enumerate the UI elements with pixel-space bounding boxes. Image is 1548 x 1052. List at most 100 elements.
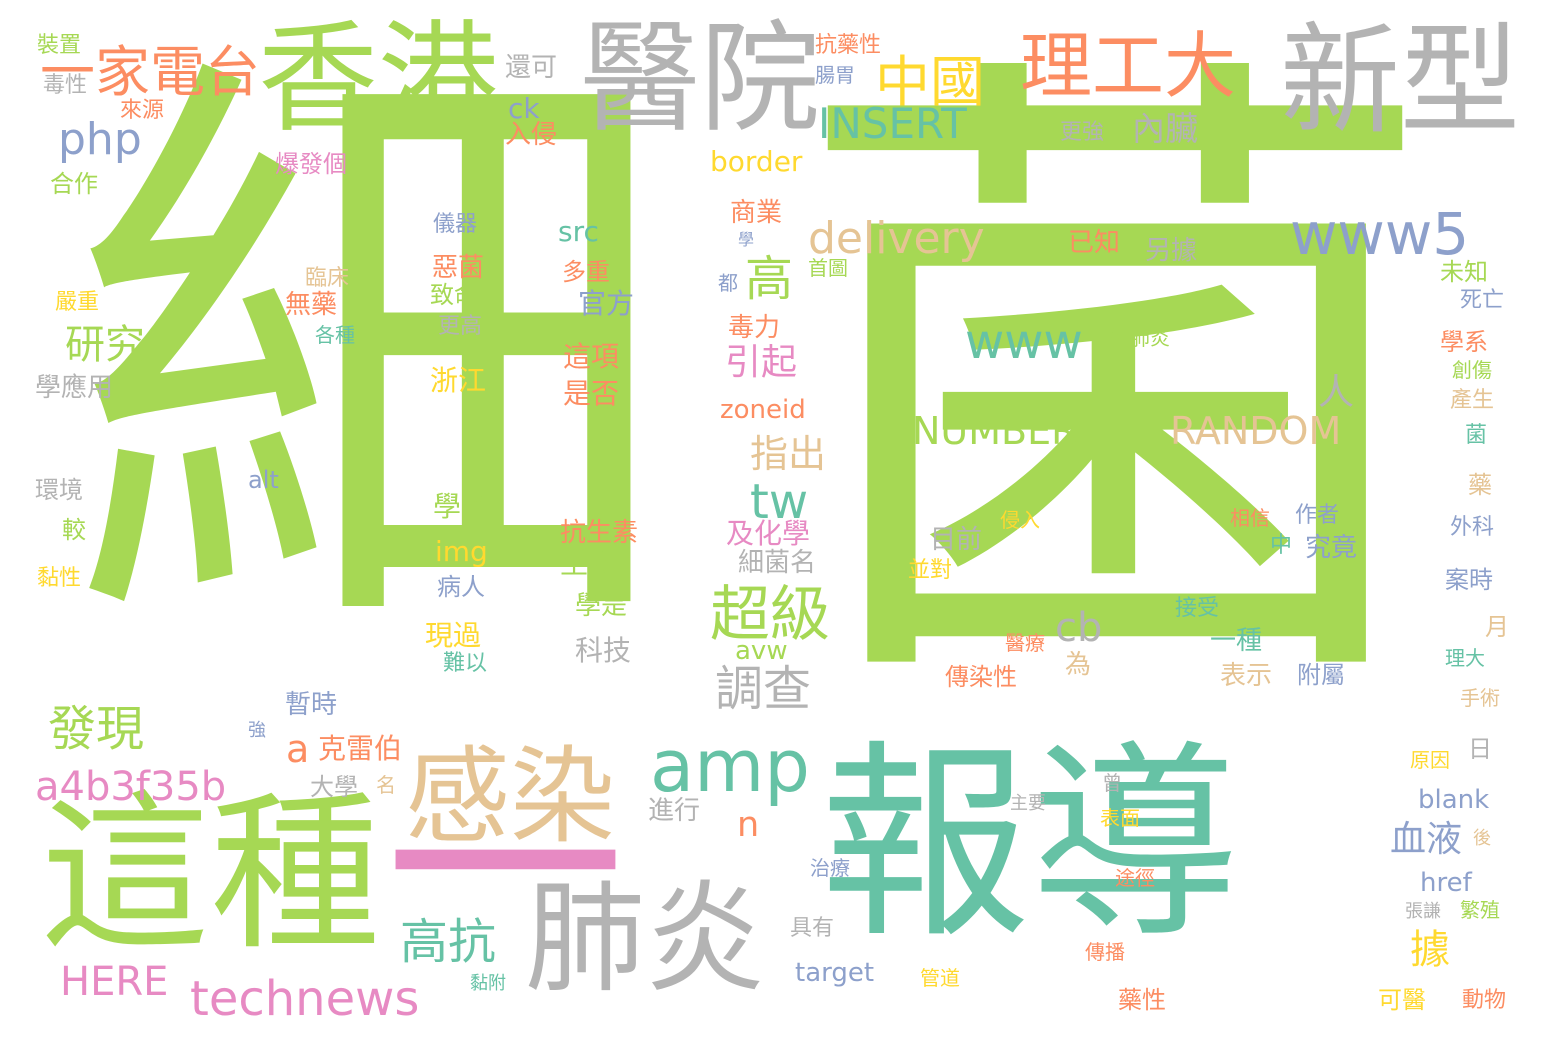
cloud-word: 裝置 [37,33,82,58]
cloud-word: 日 [1468,735,1492,763]
cloud-word: 學應用 [35,373,114,403]
cloud-word: href [1420,868,1472,898]
cloud-word: 主要 [1010,793,1046,814]
cloud-word: 未知 [1440,258,1488,286]
cloud-word: 來源 [120,98,165,123]
cloud-word: 出 [604,484,633,517]
cloud-word: avw [735,636,788,666]
cloud-word: 學是 [575,591,628,621]
cloud-word: 內臟 [1132,109,1198,148]
cloud-word: 繁殖 [1460,898,1500,922]
cloud-word: 目前 [930,525,983,555]
cloud-word: 發現 [48,701,145,757]
cloud-word: 菌 [1465,423,1488,448]
cloud-word: 新型 [1280,12,1520,151]
cloud-word: 暫時 [285,690,338,720]
cloud-word: 具有 [790,916,835,941]
cloud-word: 產生 [1450,388,1495,413]
cloud-word: RANDOM [1170,409,1342,453]
cloud-word: 動物 [1462,988,1507,1013]
cloud-word: php [58,114,142,165]
cloud-word: 合作 [50,170,98,198]
cloud-word: 為 [1065,650,1092,680]
cloud-word: 菌 [790,7,1440,763]
cloud-word: border [710,145,803,178]
cloud-word: 張謙 [1405,901,1441,922]
cloud-word: 商業 [730,198,783,228]
cloud-word: 名 [376,773,396,797]
cloud-word: 學 [738,230,755,249]
cloud-word: 科技 [575,634,632,667]
cloud-word: 生物 [560,547,617,580]
cloud-word: 並對 [908,558,953,583]
cloud-word: 附屬 [1297,661,1345,689]
cloud-word: alt [248,466,279,494]
cloud-word: 克雷伯 [318,732,403,765]
cloud-word: 學者 [433,490,490,523]
cloud-word: 官方 [578,287,635,320]
cloud-word: 侵入 [1000,508,1040,532]
cloud-word: target [795,958,875,988]
cloud-word: 細 [70,10,670,709]
cloud-word: 更強 [1060,120,1105,145]
cloud-word: delivery [808,213,985,264]
cloud-word: 醫院 [580,10,820,149]
cloud-word: 接受 [1175,596,1220,621]
cloud-word: 較 [62,516,86,544]
cloud-word: 性肺炎 [1110,326,1170,350]
cloud-word: 都 [718,271,738,295]
cloud-word: 外科 [1450,515,1495,540]
cloud-word: 感染 [405,736,616,858]
cloud-word: 腸胃 [815,63,855,87]
cloud-word: cb [1055,605,1103,651]
cloud-word: 人 [1318,372,1355,413]
cloud-word: zoneid [720,395,806,425]
cloud-word: 黏性 [37,566,82,591]
cloud-word: 表面 [1100,806,1140,830]
cloud-word: 環境 [35,476,83,504]
cloud-word: 曾 [1102,771,1122,795]
cloud-word: 高抗 [400,914,497,970]
cloud-word: 相信 [1230,506,1270,530]
cloud-word: technews [190,971,420,1027]
cloud-word: 致命 [430,281,478,309]
cloud-word: 死亡 [1460,288,1505,313]
cloud-word: 學系 [1440,328,1488,356]
cloud-word: 據 [1410,927,1450,973]
cloud-word: 強 [248,720,266,741]
cloud-word: 引起 [725,342,798,383]
cloud-word: 毒性 [43,73,88,98]
cloud-word: blank [1418,785,1490,815]
cloud-word: 月 [1485,613,1509,641]
cloud-word: 嚴重 [55,290,100,315]
cloud-word: 惡菌 [432,253,485,283]
cloud-word: 作者 [1295,503,1340,528]
cloud-word: HERE [60,959,169,1005]
cloud-word: 這種 [40,776,381,974]
cloud-word: 中國 [875,50,986,114]
cloud-word: 調查 [715,661,812,717]
cloud-word: n [737,805,760,845]
cloud-word: 指出 [750,432,827,476]
cloud-word: NUMBER [912,409,1078,453]
cloud-word: 香港 [258,10,498,149]
cloud-word: 案時 [1445,566,1493,594]
cloud-word: 肺炎 [525,870,765,1009]
cloud-word: 及化學 [726,517,811,550]
cloud-word: 另據 [1145,236,1198,266]
cloud-word: 進行 [648,796,701,826]
cloud-word: tw [750,474,809,530]
cloud-word: 黏附 [470,973,506,994]
cloud-word: 難以 [443,651,488,676]
cloud-word: INSERT [818,99,967,148]
cloud-word: 藥性 [1118,986,1166,1014]
cloud-word: 已知 [1068,228,1121,258]
cloud-word: www5 [1290,200,1470,268]
cloud-word: 入侵 [505,120,558,150]
cloud-word: 這項 [563,340,620,373]
cloud-word: 抗藥性 [815,33,882,58]
cloud-word: 大學 [310,773,358,801]
cloud-word: 醫療 [1005,631,1045,655]
cloud-word: 原因 [1410,748,1450,772]
cloud-word: 臨床 [305,266,350,291]
